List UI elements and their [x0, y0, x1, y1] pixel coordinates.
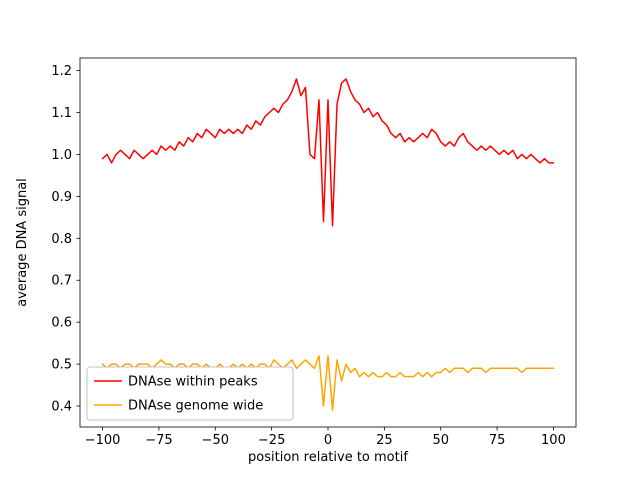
x-axis-label: position relative to motif — [248, 450, 408, 465]
y-tick-label: 0.8 — [51, 232, 72, 247]
x-tick-label: 0 — [324, 433, 332, 448]
y-tick-label: 1.1 — [51, 106, 72, 121]
y-tick-label: 0.6 — [51, 316, 72, 331]
y-tick-label: 0.4 — [51, 400, 72, 415]
x-tick-label: 50 — [432, 433, 449, 448]
y-tick-label: 1.2 — [51, 64, 72, 79]
legend-label-0: DNAse within peaks — [128, 375, 258, 390]
x-tick-label: −25 — [258, 433, 285, 448]
x-tick-label: −75 — [145, 433, 172, 448]
x-tick-label: −100 — [85, 433, 121, 448]
y-tick-label: 1.0 — [51, 148, 72, 163]
legend-box — [86, 366, 294, 421]
y-tick-label: 0.5 — [51, 358, 72, 373]
legend-label-1: DNAse genome wide — [128, 399, 263, 414]
x-tick-label: 100 — [541, 433, 566, 448]
y-tick-label: 0.7 — [51, 274, 72, 289]
legend: DNAse within peaks DNAse genome wide — [86, 366, 294, 421]
x-tick-label: 25 — [376, 433, 393, 448]
series-line-1 — [101, 354, 555, 411]
series-line-0 — [101, 78, 555, 227]
x-tick-label: 75 — [489, 433, 506, 448]
x-tick-label: −50 — [202, 433, 229, 448]
y-tick-label: 0.9 — [51, 190, 72, 205]
y-axis-label: average DNA signal — [15, 178, 30, 307]
